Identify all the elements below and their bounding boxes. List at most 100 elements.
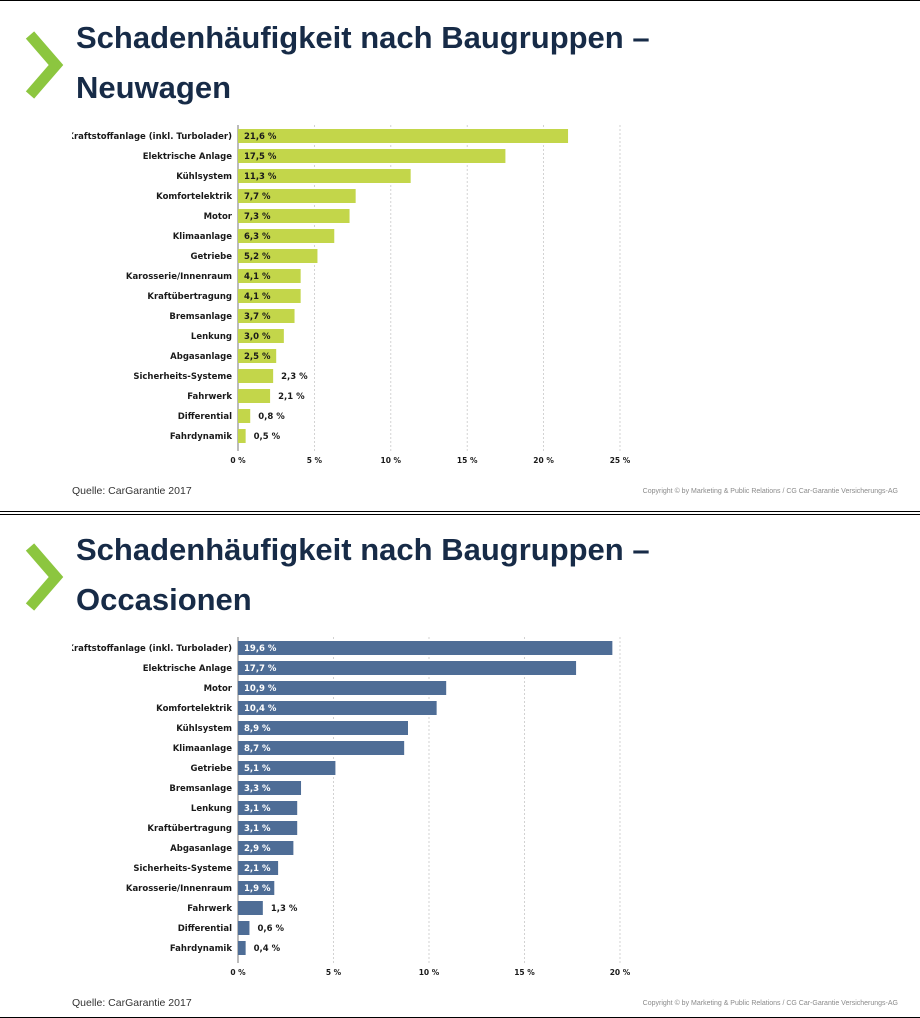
title-line-2: Neuwagen: [76, 70, 232, 105]
bar: [238, 901, 263, 915]
bar-chart-occasionen: Kraftstoffanlage (inkl. Turbolader) 19,6 …: [72, 637, 631, 977]
category-label: Lenkung: [191, 332, 232, 342]
bar: [238, 289, 301, 303]
x-tick-label: 5 %: [326, 968, 342, 977]
bar: [238, 129, 569, 143]
value-label: 7,7 %: [244, 192, 271, 202]
bar: [238, 841, 294, 855]
x-tick-label: 20 %: [533, 456, 554, 465]
title-line-1: Schadenhäufigkeit nach Baugruppen –: [76, 532, 650, 567]
bar: [238, 429, 246, 443]
category-label: Sicherheits-Systeme: [133, 372, 232, 382]
category-label: Kraftstoffanlage (inkl. Turbolader): [72, 132, 232, 142]
value-label: 17,5 %: [244, 152, 277, 162]
copyright-note: Copyright © by Marketing & Public Relati…: [642, 488, 898, 495]
title-line-1: Schadenhäufigkeit nach Baugruppen –: [76, 20, 650, 55]
bar: [238, 329, 284, 343]
category-label: Lenkung: [191, 804, 232, 814]
bar: [238, 189, 356, 203]
bar: [238, 369, 274, 383]
value-label: 6,3 %: [244, 232, 271, 242]
bar: [238, 741, 405, 755]
x-tick-label: 15 %: [514, 968, 535, 977]
title-line-2: Occasionen: [76, 582, 252, 617]
value-label: 3,1 %: [244, 824, 271, 834]
category-label: Fahrdynamik: [170, 432, 232, 442]
bar: [238, 409, 251, 423]
category-label: Klimaanlage: [173, 232, 233, 242]
value-label: 2,9 %: [244, 844, 271, 854]
category-label: Getriebe: [190, 764, 232, 774]
bar: [238, 209, 350, 223]
slide-occasionen: Schadenhäufigkeit nach Baugruppen – Occa…: [0, 514, 920, 1018]
x-tick-label: 25 %: [610, 456, 631, 465]
category-label: Kraftübertragung: [147, 824, 232, 834]
value-label: 10,9 %: [244, 684, 277, 694]
category-label: Abgasanlage: [170, 352, 232, 362]
bar: [238, 801, 298, 815]
value-label: 17,7 %: [244, 664, 277, 674]
category-label: Fahrwerk: [187, 392, 232, 402]
category-label: Karosserie/Innenraum: [126, 272, 232, 282]
value-label: 11,3 %: [244, 172, 277, 182]
bar: [238, 921, 250, 935]
bar: [238, 349, 277, 363]
bar: [238, 701, 437, 715]
slide-title: Schadenhäufigkeit nach Baugruppen – Neuw…: [76, 13, 650, 113]
source-note: Quelle: CarGarantie 2017: [72, 485, 192, 497]
value-label: 1,9 %: [244, 884, 271, 894]
slide-neuwagen: Schadenhäufigkeit nach Baugruppen – Neuw…: [0, 0, 920, 512]
value-label: 3,1 %: [244, 804, 271, 814]
value-label: 7,3 %: [244, 212, 271, 222]
x-tick-label: 0 %: [230, 456, 246, 465]
value-label: 0,6 %: [257, 924, 284, 934]
value-label: 0,4 %: [254, 944, 281, 954]
bar: [238, 661, 577, 675]
category-label: Kühlsystem: [176, 724, 232, 734]
x-tick-label: 5 %: [307, 456, 323, 465]
bar: [238, 821, 298, 835]
bar: [238, 249, 318, 263]
value-label: 10,4 %: [244, 704, 277, 714]
category-label: Fahrwerk: [187, 904, 232, 914]
value-label: 3,7 %: [244, 312, 271, 322]
category-label: Differential: [178, 412, 232, 422]
bar: [238, 641, 613, 655]
bar: [238, 149, 506, 163]
category-label: Karosserie/Innenraum: [126, 884, 232, 894]
category-label: Fahrdynamik: [170, 944, 232, 954]
x-tick-label: 15 %: [457, 456, 478, 465]
x-tick-label: 10 %: [419, 968, 440, 977]
category-label: Motor: [204, 212, 233, 222]
value-label: 5,1 %: [244, 764, 271, 774]
bar: [238, 941, 246, 955]
category-label: Bremsanlage: [169, 784, 232, 794]
value-label: 8,7 %: [244, 744, 271, 754]
category-label: Klimaanlage: [173, 744, 233, 754]
bar-chart-neuwagen: Kraftstoffanlage (inkl. Turbolader) 21,6 …: [72, 125, 631, 465]
bar: [238, 229, 335, 243]
bar: [238, 761, 336, 775]
category-label: Kraftstoffanlage (inkl. Turbolader): [72, 644, 232, 654]
value-label: 3,3 %: [244, 784, 271, 794]
category-label: Bremsanlage: [169, 312, 232, 322]
category-label: Differential: [178, 924, 232, 934]
bar: [238, 721, 408, 735]
copyright-note: Copyright © by Marketing & Public Relati…: [642, 1000, 898, 1007]
category-label: Abgasanlage: [170, 844, 232, 854]
value-label: 2,1 %: [244, 864, 271, 874]
bar: [238, 781, 302, 795]
bar: [238, 861, 279, 875]
x-tick-label: 0 %: [230, 968, 246, 977]
x-tick-label: 10 %: [381, 456, 402, 465]
x-tick-label: 20 %: [610, 968, 631, 977]
value-label: 2,3 %: [281, 372, 308, 382]
bar: [238, 269, 301, 283]
source-note: Quelle: CarGarantie 2017: [72, 997, 192, 1009]
category-label: Motor: [204, 684, 233, 694]
chevron-logo-icon: [25, 31, 64, 99]
bar: [238, 389, 271, 403]
value-label: 21,6 %: [244, 132, 277, 142]
chevron-logo-icon: [25, 543, 64, 611]
value-label: 1,3 %: [271, 904, 298, 914]
